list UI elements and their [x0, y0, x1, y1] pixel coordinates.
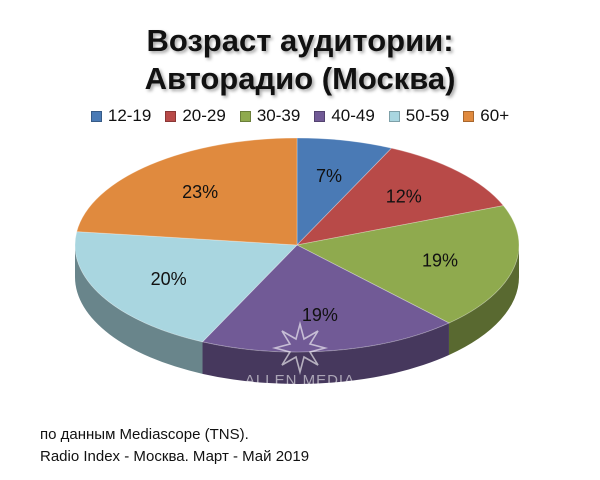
legend-label: 40-49 [331, 106, 375, 125]
source-line-1: по данным Mediascope (TNS). [40, 426, 249, 443]
source-note: по данным Mediascope (TNS). Radio Index … [40, 424, 309, 468]
pie-slice-20-29 [295, 147, 505, 246]
source-line-2: Radio Index - Москва. Март - Май 2019 [40, 448, 310, 465]
legend-label: 60+ [480, 106, 510, 125]
legend-label: 30-39 [256, 106, 301, 125]
data-label-12-19: 7% [316, 166, 342, 186]
pie-slice-40-49 [201, 244, 450, 353]
pie-side-50-59 [75, 245, 203, 374]
chart-title: Возраст аудитории: Авторадио (Москва) [0, 22, 600, 98]
legend-swatch [314, 110, 326, 122]
pie-slice-50-59 [74, 231, 298, 343]
legend: 12-19 20-29 30-39 40-49 50-59 60+ [0, 106, 600, 126]
legend-swatch [239, 110, 251, 122]
pie-tops [74, 137, 520, 353]
pie-slice-30-39 [295, 205, 520, 324]
data-label-60: 23% [182, 182, 218, 202]
legend-label: 12-19 [107, 106, 152, 125]
legend-item-50-59: 50-59 [388, 106, 450, 126]
legend-label: 50-59 [405, 106, 450, 125]
data-label-50-59: 20% [151, 269, 187, 289]
star-burst-icon [271, 320, 329, 376]
chart-title-line-2: Авторадио (Москва) [144, 61, 456, 96]
data-label-20-29: 12% [386, 187, 422, 207]
legend-swatch [90, 110, 102, 122]
legend-swatch [165, 110, 177, 122]
legend-item-40-49: 40-49 [314, 106, 375, 126]
legend-item-12-19: 12-19 [90, 106, 152, 126]
watermark-text: ALLEN MEDIA [244, 372, 356, 389]
chart-title-line-1: Возраст аудитории: [146, 23, 454, 58]
legend-label: 20-29 [182, 106, 226, 125]
legend-swatch [463, 110, 475, 122]
pie-side-30-39 [448, 245, 519, 355]
pie-sides [75, 245, 519, 384]
pie-labels: 7% 12% 19% 19% 20% 23% [151, 166, 458, 325]
legend-item-30-39: 30-39 [239, 106, 301, 126]
legend-swatch [388, 110, 400, 122]
data-label-40-49: 19% [302, 305, 338, 325]
pie-slice-60 [76, 137, 298, 246]
legend-item-20-29: 20-29 [165, 106, 226, 126]
pie-slice-12-19 [296, 137, 393, 246]
legend-item-60: 60+ [463, 106, 509, 126]
pie-side-40-49 [202, 322, 449, 384]
data-label-30-39: 19% [422, 250, 458, 270]
